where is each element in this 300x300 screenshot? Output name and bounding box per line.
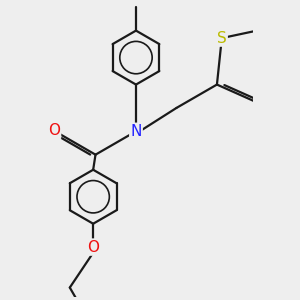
Text: O: O [48, 123, 60, 138]
Text: N: N [130, 124, 142, 139]
Text: O: O [87, 240, 99, 255]
Text: S: S [217, 31, 227, 46]
